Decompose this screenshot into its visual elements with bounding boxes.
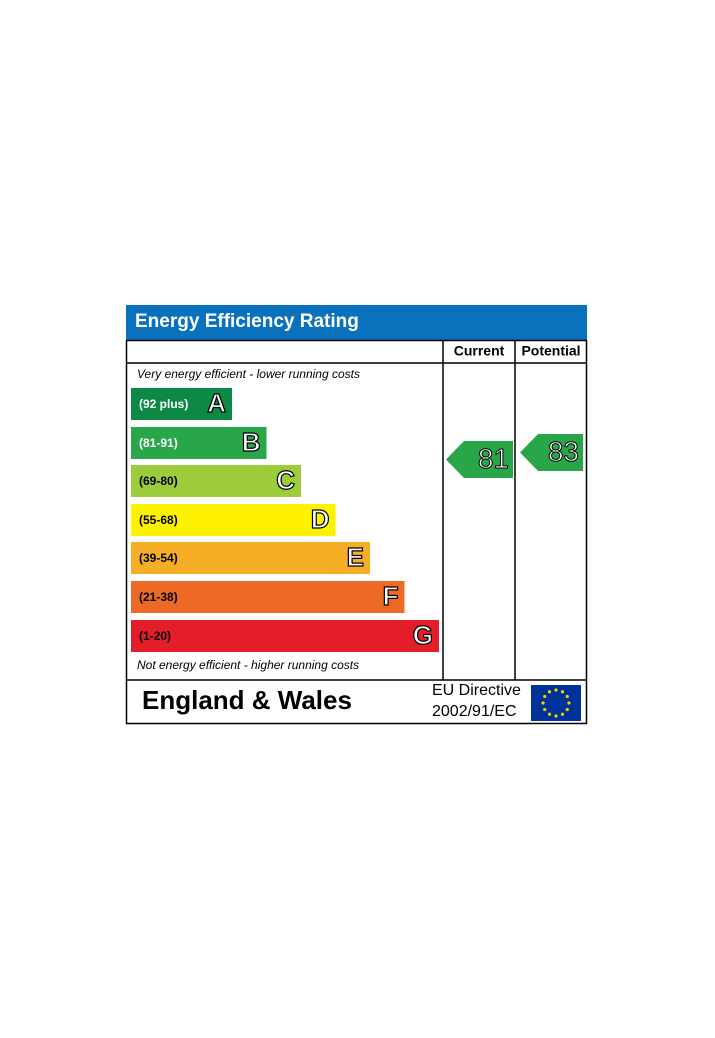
band-letter: B — [242, 427, 261, 457]
band-range: (92 plus) — [139, 397, 188, 411]
star — [565, 707, 569, 712]
band-bar — [131, 581, 405, 613]
star — [547, 690, 552, 694]
band-bar — [131, 504, 336, 536]
band-letter: D — [311, 504, 330, 534]
frame — [125, 339, 588, 725]
region: England & Wales — [142, 685, 352, 715]
directive-code: 2002/91/EC — [432, 703, 517, 720]
star — [560, 712, 565, 716]
title: Energy Efficiency Rating — [135, 311, 359, 332]
arrows: 81 83 — [446, 434, 583, 478]
rating-value: 83 — [548, 436, 579, 467]
band-letter: F — [383, 581, 399, 611]
star — [543, 694, 547, 699]
star — [554, 714, 558, 718]
star — [554, 688, 558, 692]
star — [541, 701, 545, 705]
band-bar — [131, 465, 301, 497]
rating-arrow — [520, 434, 583, 471]
band-letter: E — [347, 542, 364, 572]
band-range: (55-68) — [139, 513, 178, 527]
band-range: (39-54) — [139, 551, 178, 565]
star — [547, 712, 552, 716]
current-label: Current — [454, 343, 505, 359]
bands: (92 plus) A (81-91) B (69-80) C (55-68) D (39-54… — [131, 387, 439, 652]
band-bar — [131, 542, 370, 574]
eu-stars — [541, 688, 571, 718]
rating-value: 81 — [478, 443, 509, 474]
band-bar — [131, 427, 267, 459]
band-range: (81-91) — [139, 436, 178, 450]
directive-label: EU Directive — [432, 682, 521, 699]
star — [543, 707, 547, 712]
band-range: (69-80) — [139, 474, 178, 488]
star — [565, 694, 569, 699]
star — [560, 690, 565, 694]
potential-label: Potential — [521, 343, 580, 359]
bottom-note: Not energy efficient - higher running co… — [137, 658, 359, 672]
band-bar — [131, 620, 439, 652]
band-letter: A — [207, 388, 226, 418]
band-range: (1-20) — [139, 629, 171, 643]
band-letter: G — [413, 620, 433, 650]
top-note: Very energy efficient - lower running co… — [137, 367, 360, 381]
rating-arrow — [446, 441, 513, 478]
header-bar — [126, 305, 587, 340]
band-letter: C — [276, 465, 295, 495]
band-range: (21-38) — [139, 590, 178, 604]
star — [567, 701, 571, 705]
band-bar — [131, 388, 232, 420]
